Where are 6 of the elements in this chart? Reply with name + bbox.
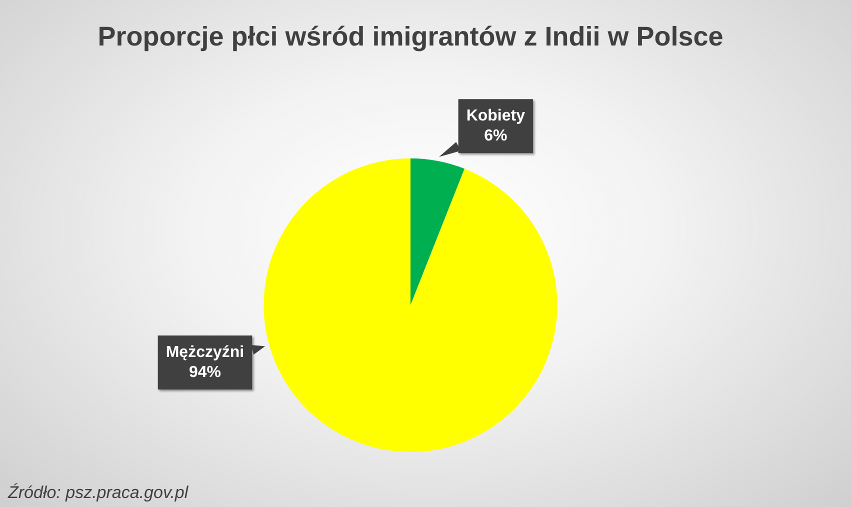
data-label: 6% (484, 128, 508, 145)
chart-title: Proporcje płci wśród imigrantów z Indii w Polsce (98, 22, 724, 52)
text: Źródło: psz.praca.gov.pl (7, 483, 190, 502)
slice-label: Mężczyźni (166, 344, 244, 361)
slice-label: Kobiety (466, 108, 526, 125)
data-label: 94% (188, 364, 221, 381)
